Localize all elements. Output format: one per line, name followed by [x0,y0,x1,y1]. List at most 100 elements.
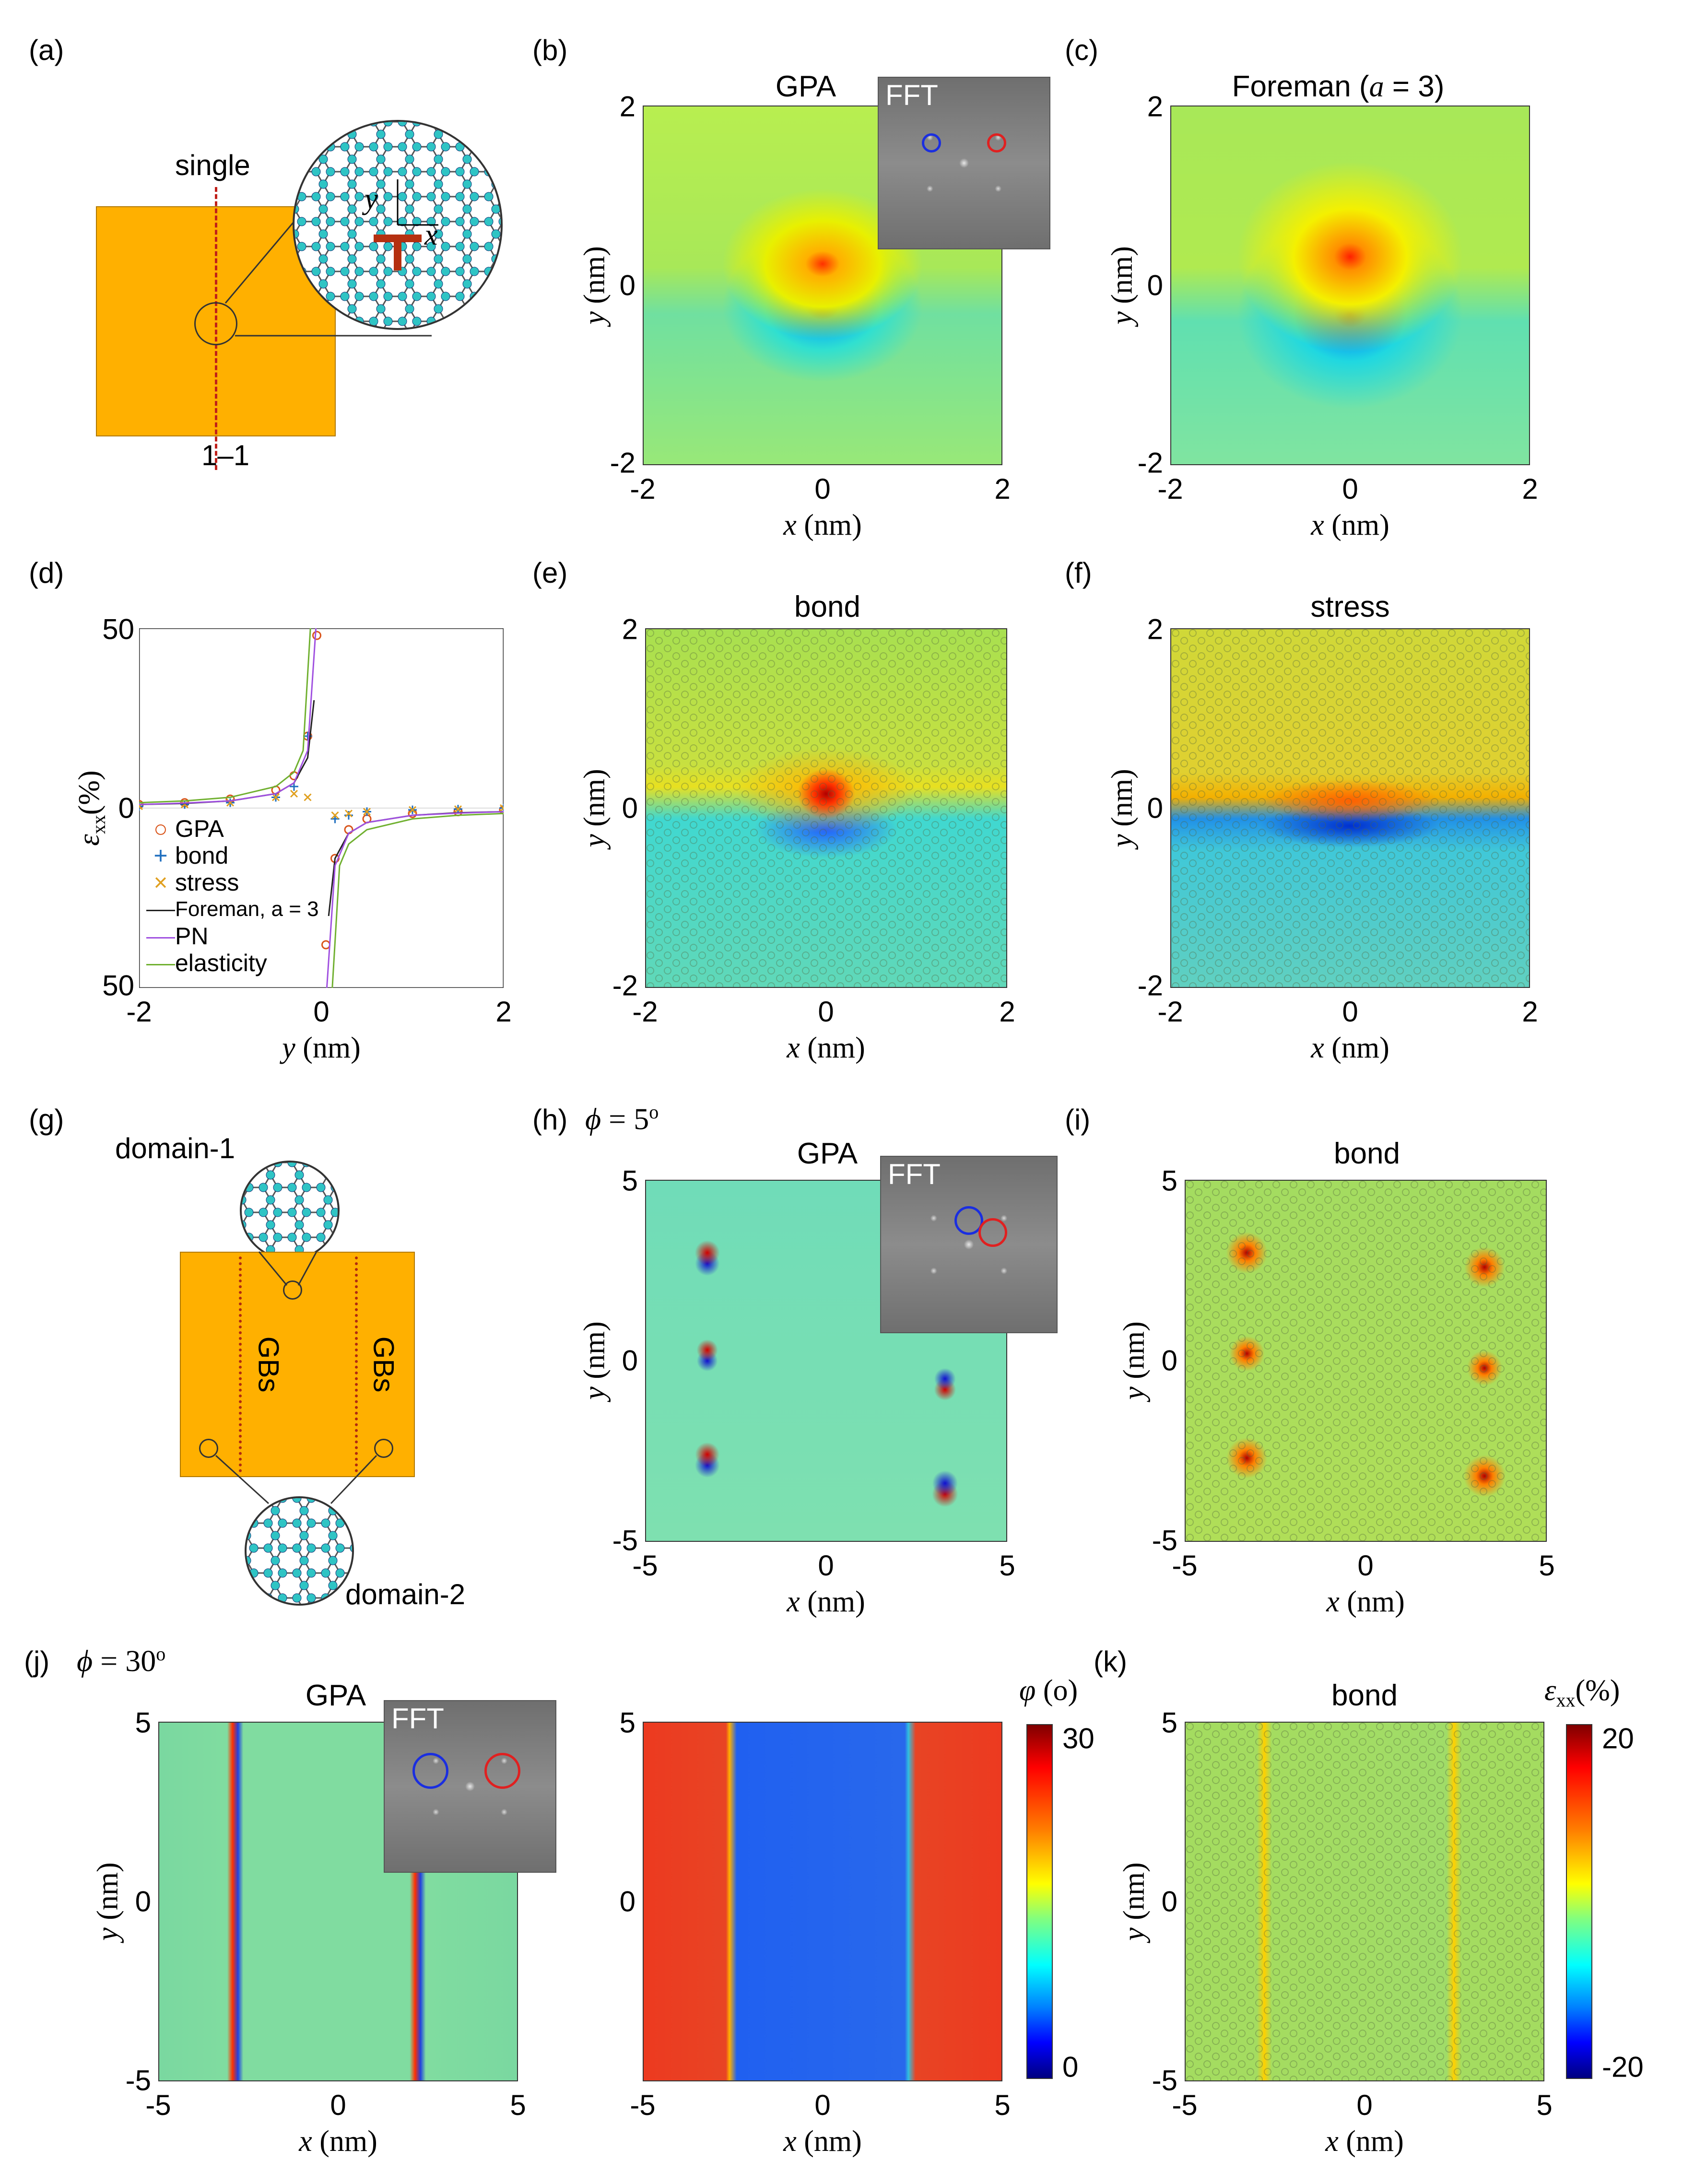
e-ylabel: y (nm) [578,769,611,847]
jm-ytick-mid: 0 [619,1885,636,1918]
series-2-point-6 [331,811,339,820]
panel-c-title: Foreman (a = 3) [1232,70,1445,103]
b-ytick-mid: 0 [619,269,636,302]
panel-j-title: GPA [305,1679,366,1712]
f-ylabel: y (nm) [1106,769,1139,847]
j-ytick-top: 5 [135,1706,151,1739]
g-zoom-lines [215,1251,377,1504]
series-4-line-1 [326,811,504,988]
d-xtick-left: -2 [126,996,152,1028]
domain-2-zoom-circle-right [374,1439,393,1458]
b-ylabel: y (nm) [578,246,611,325]
domain-1-inset [240,1161,340,1260]
i-ytick-top: 5 [1161,1164,1177,1197]
foreman-strain-map [1170,106,1530,465]
e-ytick-mid: 0 [622,792,638,824]
j-xtick-mid: 0 [330,2089,346,2121]
series-2-point-11 [499,804,504,812]
h-xtick-left: -5 [632,1550,658,1582]
fft-inset-h: FFT [880,1156,1058,1333]
series-2-point-3 [271,793,280,801]
f-ytick-top: 2 [1147,613,1163,646]
i-ylabel: y (nm) [1118,1321,1151,1400]
d-ytick-top: 50 [102,613,134,646]
panel-b-title: GPA [775,70,836,103]
eps-colorbar-max: 20 [1602,1722,1634,1755]
i-ytick-mid: 0 [1161,1344,1177,1377]
label-domain-2: domain-2 [345,1578,466,1610]
series-2-point-9 [408,806,417,814]
phi-colorbar [1026,1724,1053,2079]
d-xtick-right: 2 [495,996,512,1028]
fft-mask-blue [922,133,941,153]
h-ylabel: y (nm) [578,1321,611,1400]
f-ytick-mid: 0 [1147,792,1163,824]
fft-mask-red-h [978,1218,1007,1247]
panel-label-k: (k) [1094,1645,1127,1678]
label-1-1: 1–1 [201,439,250,471]
stress-strain-map [1170,628,1530,988]
k-xtick-right: 5 [1536,2089,1553,2121]
panel-label-c: (c) [1065,34,1098,66]
jm-ytick-top: 5 [619,1706,636,1739]
panel-label-b: (b) [532,34,568,66]
domain-2-zoom-circle-left [199,1439,218,1458]
h-ytick-mid: 0 [622,1344,638,1377]
i-xlabel: x (nm) [1326,1585,1405,1618]
c-ytick-top: 2 [1147,90,1163,123]
i-xtick-mid: 0 [1357,1550,1374,1582]
legend-pn: PN [146,923,348,950]
panel-label-a: (a) [29,34,64,66]
legend-elasticity: elasticity [146,950,348,976]
b-xtick-mid: 0 [814,473,831,505]
h-xtick-right: 5 [999,1550,1015,1582]
h-phi-label: ϕ = 5o [585,1101,659,1136]
series-4-line-0 [139,628,317,805]
panel-label-e: (e) [532,557,568,589]
b-xtick-left: -2 [630,473,656,505]
e-xlabel: x (nm) [787,1032,865,1064]
j-ylabel: y (nm) [91,1862,124,1941]
c-ytick-bot: -2 [1137,446,1163,479]
grain-boundary-right [355,1256,358,1472]
domain-1-zoom-circle [283,1280,302,1300]
eps-colorbar [1566,1724,1592,2079]
legend-gpa: ○ GPA [153,815,224,842]
d-xtick-mid: 0 [313,996,330,1028]
bond-gb5-map [1185,1180,1547,1542]
k-xlabel: x (nm) [1325,2125,1404,2158]
b-xtick-right: 2 [994,473,1011,505]
series-1-point-0 [139,802,143,811]
fft-mask-red-j [484,1753,520,1789]
panel-label-f: (f) [1065,557,1092,589]
grain-boundary-left [239,1256,242,1472]
k-xtick-mid: 0 [1356,2089,1373,2121]
series-0-point-6 [312,631,321,640]
legend-stress: × stress [153,869,239,896]
series-5-line-1 [331,812,504,988]
f-xtick-right: 2 [1522,996,1538,1028]
jm-xtick-mid: 0 [814,2089,831,2121]
series-2-point-4 [290,789,298,798]
e-ytick-top: 2 [622,613,638,646]
series-2-point-7 [344,810,353,818]
rotation-map [643,1722,1002,2081]
label-single: single [175,149,250,181]
zoom-circle [194,302,237,345]
panel-label-g: (g) [29,1104,64,1136]
panel-i-title: bond [1334,1137,1400,1170]
c-xtick-mid: 0 [1342,473,1358,505]
d-ytick-mid: 0 [118,792,134,824]
d-ytick-bot: 50 [102,969,134,1002]
domain-2-inset [245,1496,354,1606]
atom-zoom-inset [293,120,503,330]
k-ytick-mid: 0 [1161,1885,1177,1918]
c-ytick-mid: 0 [1147,269,1163,302]
b-xlabel: x (nm) [783,509,862,541]
f-xlabel: x (nm) [1311,1032,1389,1064]
f-ytick-bot: -2 [1137,969,1163,1002]
panel-e-title: bond [794,590,860,623]
eps-colorbar-min: -20 [1602,2051,1644,2083]
k-ytick-top: 5 [1161,1706,1177,1739]
c-xlabel: x (nm) [1311,509,1389,541]
